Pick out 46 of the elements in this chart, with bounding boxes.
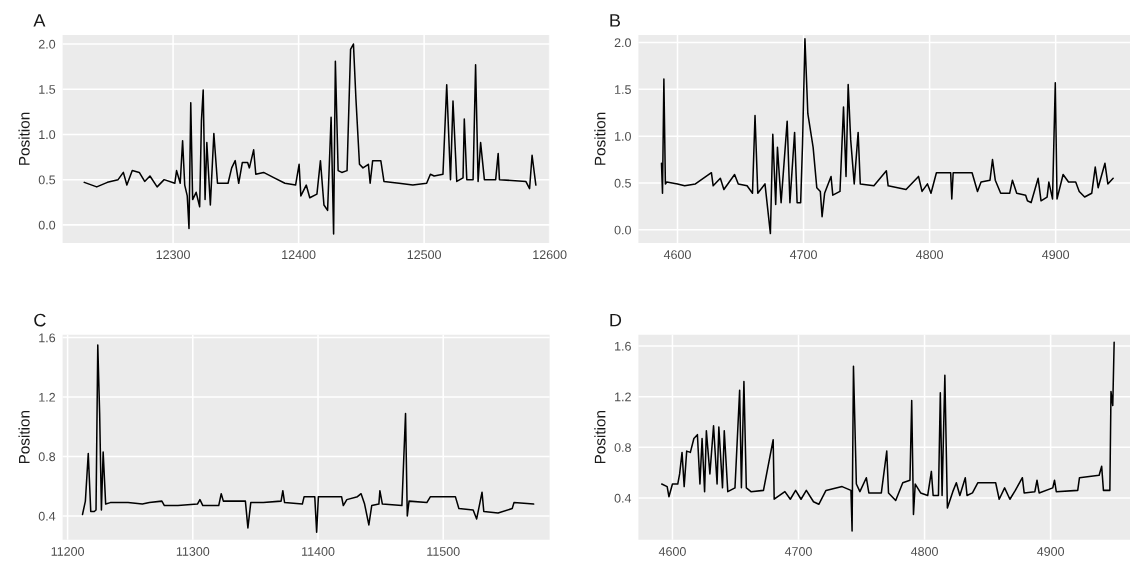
x-tick-label: 4700 <box>784 547 812 556</box>
y-tick-label: 1.6 <box>39 333 56 343</box>
x-tick-label: 4600 <box>658 547 686 556</box>
y-tick-label: 1.0 <box>615 131 631 141</box>
x-tick-label: 4600 <box>663 250 691 260</box>
y-axis-title: Position <box>594 112 606 165</box>
x-tick-label: 4800 <box>910 547 938 556</box>
y-axis-title: Position <box>18 411 30 464</box>
y-tick-label: 0.8 <box>38 452 56 462</box>
y-tick-label: 1.5 <box>615 85 631 94</box>
y-tick-label: 2.0 <box>614 38 631 48</box>
y-tick-label: 1.5 <box>39 85 56 94</box>
y-axis-title: Position <box>18 112 30 165</box>
y-axis-title: Position <box>594 411 606 464</box>
x-tick-label: 4700 <box>789 250 817 260</box>
y-tick-label: 0.4 <box>614 493 632 503</box>
x-tick-label: 12600 <box>533 250 567 260</box>
y-tick-label: 1.2 <box>615 392 631 402</box>
y-tick-label: 0.0 <box>38 220 56 230</box>
x-tick-label: 4900 <box>1037 547 1065 556</box>
x-tick-label: 11200 <box>51 547 85 556</box>
chart-title: C <box>34 313 46 327</box>
x-tick-label: 11400 <box>302 547 335 556</box>
y-tick-label: 0.4 <box>38 511 56 521</box>
chart-title: D <box>610 313 622 327</box>
y-tick-label: 0.5 <box>614 178 631 188</box>
x-tick-label: 4800 <box>915 250 944 260</box>
chart-title: B <box>610 14 621 27</box>
y-tick-label: 0.5 <box>38 175 56 185</box>
y-tick-label: 0.0 <box>614 225 631 235</box>
y-tick-label: 1.2 <box>39 392 56 402</box>
x-tick-label: 12500 <box>407 250 442 260</box>
line-series <box>660 341 1115 532</box>
y-tick-label: 1.0 <box>39 130 56 140</box>
y-tick-label: 1.6 <box>615 341 631 351</box>
x-tick-label: 11500 <box>427 547 460 556</box>
chart-title: A <box>33 14 46 27</box>
x-tick-label: 11300 <box>176 547 210 556</box>
x-tick-label: 12300 <box>156 250 190 260</box>
line-series <box>83 43 537 235</box>
x-tick-label: 12400 <box>282 250 316 260</box>
x-tick-label: 4900 <box>1042 250 1070 260</box>
line-series <box>81 344 535 534</box>
y-tick-label: 2.0 <box>38 39 56 49</box>
line-series <box>660 37 1114 235</box>
y-tick-label: 0.8 <box>614 443 631 452</box>
